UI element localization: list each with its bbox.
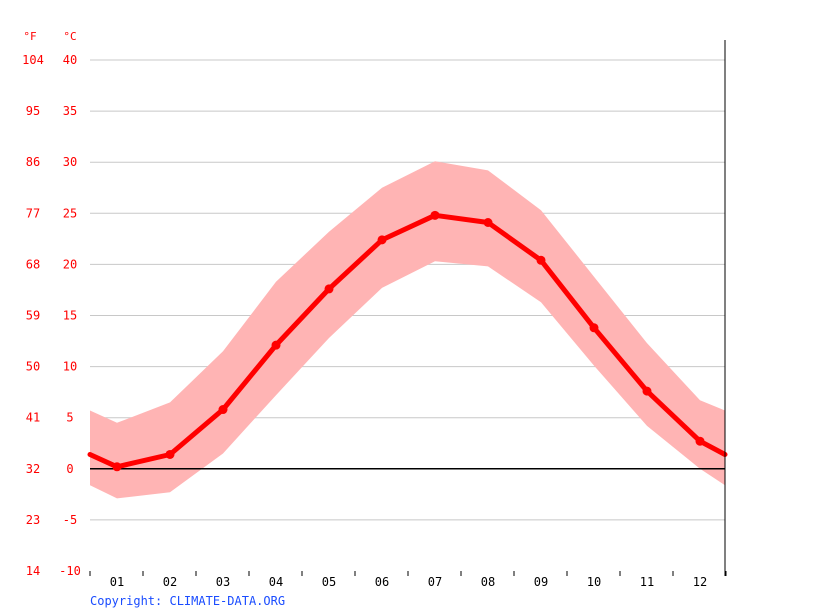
mean-point-02	[165, 449, 175, 459]
month-label: 09	[534, 575, 548, 589]
mean-temperature-line	[87, 212, 728, 470]
month-label: 08	[481, 575, 495, 589]
celsius-tick-label: 35	[63, 104, 77, 118]
celsius-tick-label: 0	[66, 462, 73, 476]
fahrenheit-tick-label: 104	[22, 53, 44, 67]
celsius-unit-label: °C	[63, 30, 76, 43]
x-axis: 01 02 03 04 05 06 07 08 09 10 11 12	[89, 40, 727, 589]
mean-point-11	[642, 386, 652, 396]
celsius-tick-label: -10	[59, 564, 81, 578]
fahrenheit-tick-label: 50	[26, 360, 40, 374]
copyright-text: Copyright: CLIMATE-DATA.ORG	[90, 594, 285, 608]
celsius-tick-label: 30	[63, 155, 77, 169]
celsius-tick-label: 20	[63, 257, 77, 271]
month-label: 11	[640, 575, 654, 589]
month-label: 06	[375, 575, 389, 589]
mean-point-01	[112, 462, 122, 472]
fahrenheit-unit-label: °F	[23, 30, 36, 43]
mean-point-03	[218, 405, 228, 415]
mean-point-10	[589, 323, 599, 333]
mean-point-05	[324, 284, 334, 294]
celsius-tick-label: 40	[63, 53, 77, 67]
temperature-range-band	[90, 161, 725, 499]
celsius-tick-label: 25	[63, 206, 77, 220]
celsius-tick-label: 10	[63, 360, 77, 374]
celsius-tick-label: -5	[63, 513, 77, 527]
month-label: 10	[587, 575, 601, 589]
fahrenheit-tick-label: 95	[26, 104, 40, 118]
y-tick-labels: 14 -10 23 -5 32 0 41 5 50 10 59 15 68 20 77 25 86 30 95 35 1…	[22, 53, 81, 578]
fahrenheit-tick-label: 77	[26, 206, 40, 220]
fahrenheit-tick-label: 41	[26, 411, 40, 425]
mean-point-06	[377, 235, 387, 245]
month-label: 04	[269, 575, 283, 589]
fahrenheit-tick-label: 23	[26, 513, 40, 527]
fahrenheit-tick-label: 68	[26, 257, 40, 271]
fahrenheit-tick-label: 14	[26, 564, 40, 578]
mean-point-12	[695, 436, 705, 446]
month-label: 03	[216, 575, 230, 589]
fahrenheit-tick-label: 86	[26, 155, 40, 169]
month-label: 01	[110, 575, 124, 589]
mean-point-07	[430, 210, 440, 220]
month-label: 07	[428, 575, 442, 589]
mean-point-08	[483, 217, 493, 227]
month-label: 02	[163, 575, 177, 589]
month-label: 12	[693, 575, 707, 589]
fahrenheit-tick-label: 59	[26, 309, 40, 323]
mean-temperature-points	[112, 210, 705, 472]
fahrenheit-tick-label: 32	[26, 462, 40, 476]
mean-point-04	[271, 340, 281, 350]
mean-point-09	[536, 255, 546, 265]
celsius-tick-label: 5	[66, 411, 73, 425]
celsius-tick-label: 15	[63, 309, 77, 323]
month-label: 05	[322, 575, 336, 589]
